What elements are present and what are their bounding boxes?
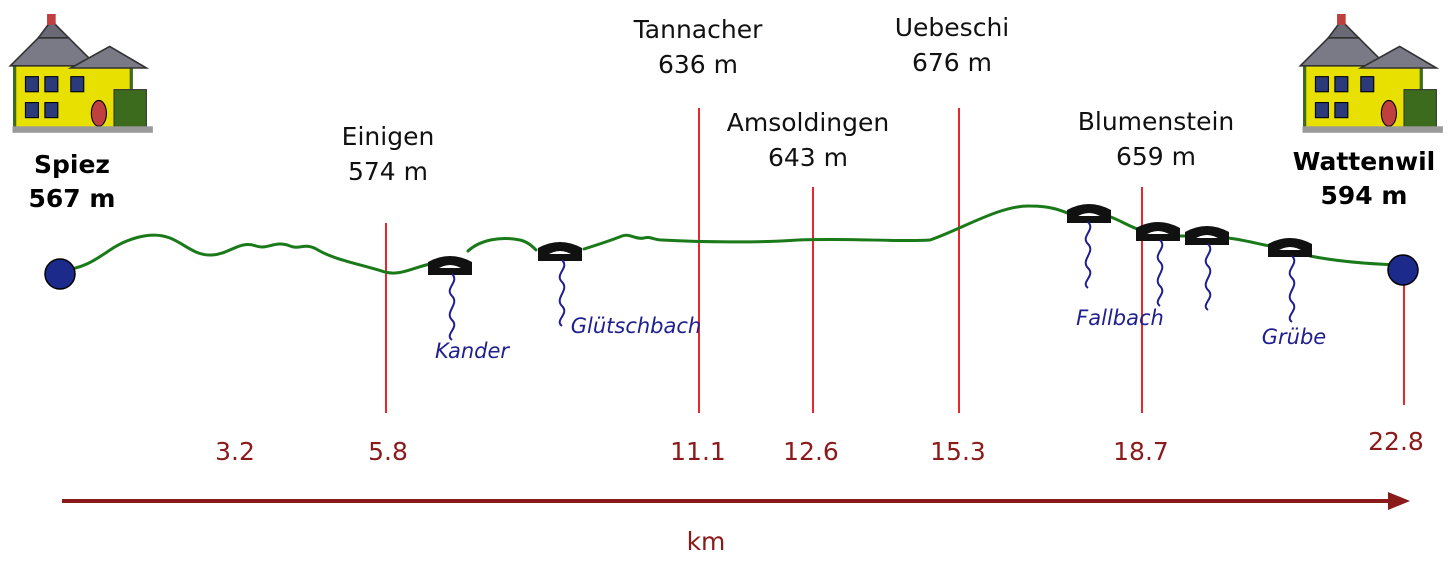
waypoint-elevation-uebeschi: 676 m [912,48,992,77]
stream-wave-icon-blumenstein-1 [1156,239,1164,307]
waypoint-elevation-amsoldingen: 643 m [768,143,848,172]
stream-wave-icon-kander [448,273,456,341]
stream-label-gruebe: Grübe [1262,325,1326,349]
house-icon-wattenwil [1298,12,1445,135]
bridge-icon-gluetschbach [538,242,582,261]
stream-label-fallbach: Fallbach [1076,306,1164,330]
stream-label-kander: Kander [435,339,510,363]
stream-wave-icon-blumenstein-2 [1204,243,1212,311]
km-label-einigen: 5.8 [368,437,408,466]
bridge-icon-fallbach [1067,204,1111,223]
endpoint-dot-icon-end [1387,254,1419,286]
bridge-icon-gruebe [1268,238,1312,257]
axis-arrow [62,492,1410,510]
km-label-amsoldingen: 12.6 [783,437,839,466]
start-name: Spiez [34,150,110,179]
start-elevation: 567 m [29,184,116,213]
stream-wave-icon-gluetschbach [558,259,566,327]
stream-label-gluetschbach: Glütschbach [571,314,702,338]
waypoint-name-blumenstein: Blumenstein [1078,107,1235,136]
bridge-icon-kander [428,256,472,275]
km-label-uebeschi: 15.3 [930,437,986,466]
waypoint-elevation-blumenstein: 659 m [1116,142,1196,171]
km-label-blumenstein: 18.7 [1113,437,1169,466]
bridge-icon-blumenstein-2 [1185,226,1229,245]
stream-wave-icon-fallbach [1084,221,1092,289]
end-elevation: 594 m [1321,181,1408,210]
waypoint-elevation-tannacher: 636 m [658,50,738,79]
waypoint-name-einigen: Einigen [342,122,435,151]
waypoint-name-tannacher: Tannacher [633,15,763,44]
house-icon-spiez [8,12,155,135]
km-label-3-2: 3.2 [215,437,255,466]
endpoint-dot-icon-start [44,258,76,290]
axis-label: km [687,527,726,556]
end-name: Wattenwil [1293,147,1435,176]
km-label-22-8: 22.8 [1368,427,1424,456]
waypoint-elevation-einigen: 574 m [348,157,428,186]
stream-wave-icon-gruebe [1288,255,1296,323]
waypoint-name-uebeschi: Uebeschi [895,13,1010,42]
waypoint-name-amsoldingen: Amsoldingen [727,108,889,137]
km-label-tannacher: 11.1 [670,437,726,466]
